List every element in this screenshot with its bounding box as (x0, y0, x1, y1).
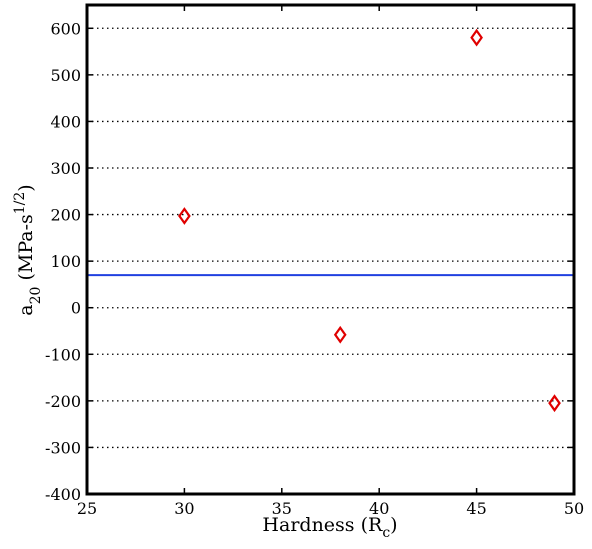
x-label-text: Hardness (R (262, 514, 383, 536)
y-tick-label: -300 (45, 438, 81, 457)
y-tick-label: 600 (50, 19, 81, 38)
y-tick-label: 100 (50, 252, 81, 271)
y-tick-label: 300 (50, 159, 81, 178)
y-tick-label: 400 (50, 112, 81, 131)
x-axis-label: Hardness (Rc) (262, 514, 397, 541)
x-tick-label: 45 (466, 499, 486, 518)
y-tick-label: -400 (45, 485, 81, 504)
y-tick-label: 500 (50, 66, 81, 85)
plot-frame (85, 3, 576, 496)
y-tick-label: 0 (71, 299, 81, 318)
x-tick-label: 40 (369, 499, 389, 518)
x-tick-label: 50 (564, 499, 584, 518)
x-label-end: ) (390, 514, 397, 536)
y-tick-label: 200 (50, 206, 81, 225)
x-label-sub: c (382, 525, 390, 541)
x-tick-label: 30 (174, 499, 194, 518)
x-tick-label: 35 (272, 499, 292, 518)
data-point (178, 207, 191, 225)
y-axis-label: a20 (MPa-s1/2) (12, 184, 44, 315)
y-label-end: ) (15, 184, 37, 191)
y-tick-label: -100 (45, 345, 81, 364)
y-label-mid: (MPa-s (15, 214, 37, 286)
y-label-sub: 20 (28, 287, 44, 305)
y-label-text: a (15, 304, 37, 315)
x-tick-label: 25 (77, 499, 97, 518)
data-point (470, 28, 483, 47)
y-label-sup: 1/2 (12, 192, 28, 215)
data-point (333, 325, 347, 344)
y-tick-label: -200 (45, 392, 81, 411)
data-point (548, 394, 561, 413)
